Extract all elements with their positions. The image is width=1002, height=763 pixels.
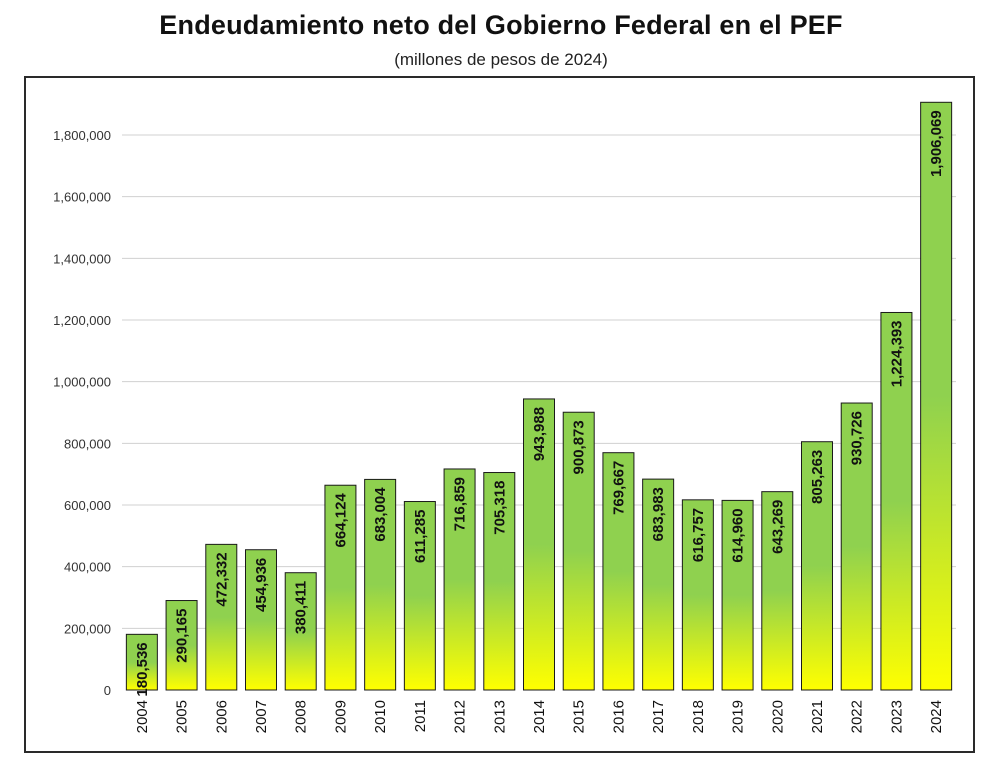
data-label: 290,165 — [174, 609, 191, 663]
data-label: 930,726 — [849, 411, 866, 465]
x-tick-label: 2013 — [491, 700, 508, 733]
y-tick-label: 800,000 — [64, 436, 111, 451]
y-tick-label: 600,000 — [64, 498, 111, 513]
data-label: 643,269 — [769, 500, 786, 554]
data-label: 472,332 — [213, 552, 230, 606]
data-label: 454,936 — [253, 558, 270, 612]
bar — [562, 411, 595, 691]
data-label: 705,318 — [491, 481, 508, 535]
data-label: 1,224,393 — [888, 320, 905, 387]
data-label: 380,411 — [293, 581, 310, 634]
data-label: 805,263 — [809, 450, 826, 504]
y-axis: 0 200,000 400,000 600,000 800,000 1,000,000 1,… — [53, 128, 111, 698]
x-tick-label: 2011 — [412, 700, 429, 732]
bar — [245, 549, 277, 691]
bar — [284, 572, 317, 691]
y-tick-label: 1,400,000 — [53, 251, 111, 266]
bar — [602, 452, 635, 691]
chart-title: Endeudamiento neto del Gobierno Federal … — [159, 10, 843, 40]
y-tick-label: 1,600,000 — [53, 190, 111, 205]
bar — [840, 402, 873, 691]
data-label: 769,667 — [610, 461, 627, 515]
x-tick-label: 2008 — [293, 700, 310, 733]
data-label: 614,960 — [730, 508, 747, 562]
data-label: 180,536 — [134, 642, 151, 696]
bar — [761, 491, 794, 691]
x-tick-label: 2018 — [690, 700, 707, 733]
y-tick-label: 0 — [104, 683, 111, 698]
x-tick-label: 2010 — [372, 700, 389, 733]
bar — [920, 101, 953, 691]
chart-frame — [24, 76, 975, 753]
bar — [801, 441, 833, 691]
y-tick-label: 200,000 — [64, 621, 111, 636]
bar — [324, 484, 357, 691]
x-tick-label: 2007 — [253, 700, 270, 733]
bar — [483, 472, 516, 691]
x-axis: 2004 2005 2006 2007 2008 2009 2010 2011 2012 2013… — [134, 700, 945, 733]
bar — [403, 501, 436, 691]
x-tick-label: 2015 — [571, 700, 588, 733]
data-label: 611,285 — [412, 510, 429, 563]
bar — [880, 311, 913, 691]
x-tick-label: 2019 — [730, 700, 747, 733]
x-tick-label: 2016 — [610, 700, 627, 733]
x-tick-label: 2014 — [531, 700, 548, 733]
y-tick-label: 1,000,000 — [53, 375, 111, 390]
data-label: 1,906,069 — [928, 110, 945, 177]
x-tick-label: 2021 — [809, 700, 826, 733]
x-tick-label: 2005 — [174, 700, 191, 733]
bar — [125, 633, 158, 691]
bar — [364, 478, 397, 691]
x-tick-label: 2024 — [928, 700, 945, 733]
bar — [443, 468, 476, 691]
data-label: 683,983 — [650, 487, 667, 541]
data-label: 664,124 — [332, 493, 349, 548]
data-label: 943,988 — [531, 407, 548, 461]
data-label: 716,859 — [452, 477, 469, 531]
x-tick-label: 2012 — [452, 700, 469, 733]
data-label: 900,873 — [571, 420, 588, 474]
bar — [681, 499, 714, 691]
chart-subtitle: (millones de pesos de 2024) — [394, 50, 608, 69]
data-label: 616,757 — [690, 508, 707, 562]
x-tick-label: 2017 — [650, 700, 667, 733]
x-tick-label: 2023 — [888, 700, 905, 733]
bar — [205, 543, 238, 691]
bar — [642, 478, 675, 691]
y-tick-label: 1,200,000 — [53, 313, 111, 328]
y-tick-label: 1,800,000 — [53, 128, 111, 143]
bar — [165, 600, 198, 691]
y-tick-label: 400,000 — [64, 560, 111, 575]
x-tick-label: 2020 — [769, 700, 786, 733]
x-tick-label: 2006 — [213, 700, 230, 733]
x-tick-label: 2022 — [849, 700, 866, 733]
bars: 180,536 290,165 472,332 454,936 380,411 664,1… — [125, 101, 953, 697]
bar — [523, 398, 555, 691]
bar — [721, 499, 754, 691]
data-label: 683,004 — [372, 487, 389, 542]
x-tick-label: 2004 — [134, 700, 151, 733]
x-tick-label: 2009 — [332, 700, 349, 733]
